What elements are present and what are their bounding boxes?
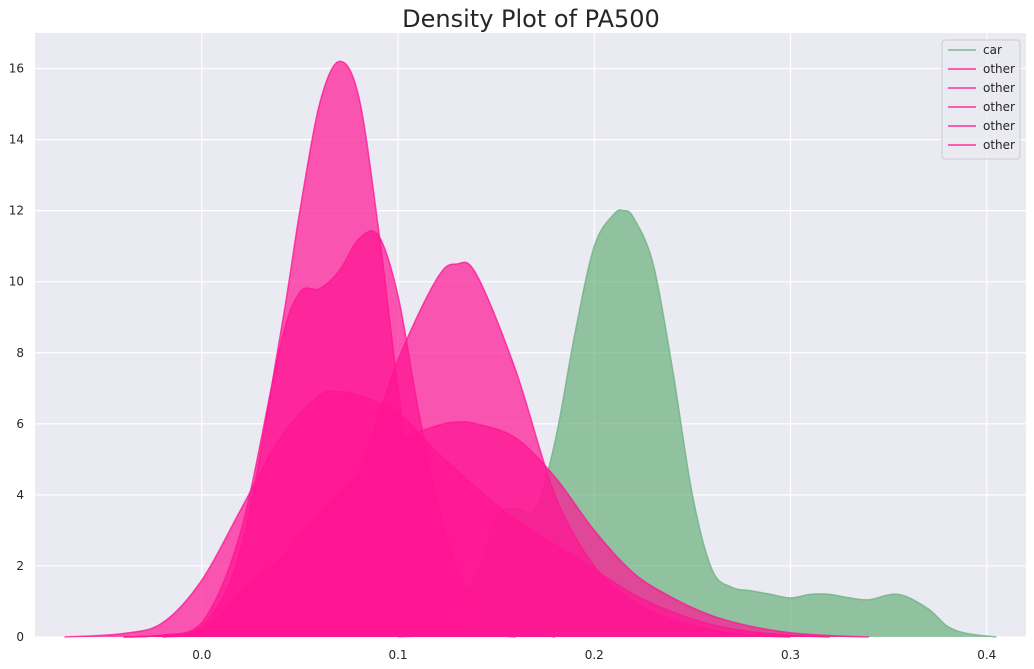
x-tick-label: 0.2 (585, 648, 604, 662)
legend-label: other (983, 81, 1015, 95)
x-tick-label: 0.3 (781, 648, 800, 662)
density-areas (64, 60, 997, 638)
legend-label: car (983, 43, 1002, 57)
legend-label: other (983, 62, 1015, 76)
legend-label: other (983, 138, 1015, 152)
legend-label: other (983, 100, 1015, 114)
y-tick-label: 8 (16, 346, 24, 360)
y-axis: 0 2 4 6 8 10 12 14 16 (9, 62, 24, 644)
y-tick-label: 6 (16, 417, 24, 431)
y-tick-label: 2 (16, 559, 24, 573)
x-tick-label: 0.0 (192, 648, 211, 662)
y-tick-label: 10 (9, 275, 24, 289)
density-area-other (162, 421, 870, 637)
y-tick-label: 0 (16, 630, 24, 644)
y-tick-label: 14 (9, 133, 24, 147)
x-tick-label: 0.4 (977, 648, 996, 662)
y-tick-label: 16 (9, 62, 24, 76)
density-line-other (162, 421, 870, 638)
legend-label: other (983, 119, 1015, 133)
chart-title: Density Plot of PA500 (402, 5, 660, 33)
y-tick-label: 12 (9, 204, 24, 218)
x-tick-label: 0.1 (388, 648, 407, 662)
legend: car other other other other other (941, 39, 1021, 160)
y-tick-label: 4 (16, 488, 24, 502)
x-axis: 0.0 0.1 0.2 0.3 0.4 (192, 648, 996, 662)
